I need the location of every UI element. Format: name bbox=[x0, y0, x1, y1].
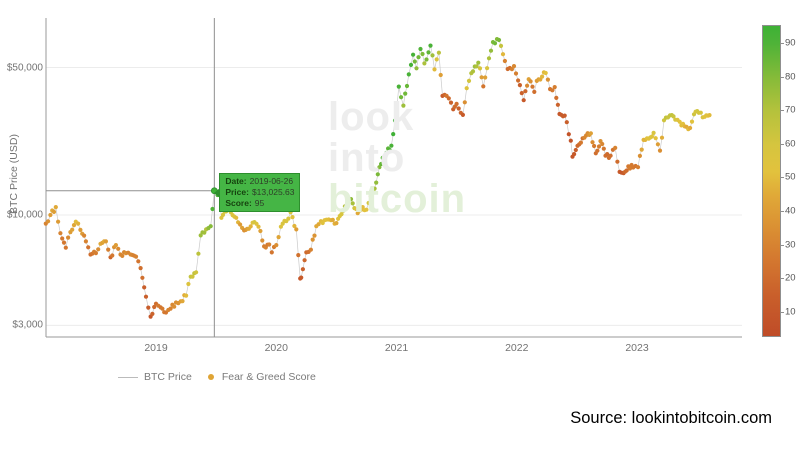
watermark-line-look: look bbox=[328, 95, 415, 139]
tooltip-price-label: Price: bbox=[225, 186, 249, 197]
colorbar-tickmark-50 bbox=[780, 177, 784, 179]
colorbar-tick-70: 70 bbox=[785, 104, 796, 116]
colorbar-tickmark-60 bbox=[780, 143, 784, 145]
y-tick-10000: $10,000 bbox=[6, 209, 43, 221]
colorbar-tickmark-80 bbox=[780, 76, 784, 78]
colorbar-tickmark-10 bbox=[780, 311, 784, 313]
x-tick-2023: 2023 bbox=[625, 342, 649, 354]
btc-price-line-swatch bbox=[118, 376, 138, 378]
legend-item-btc-price[interactable]: BTC Price bbox=[144, 371, 192, 383]
tooltip-score-label: Score: bbox=[225, 197, 252, 208]
chart-tooltip: Date: 2019-06-26 Price: $13,025.63 Score: 9… bbox=[214, 172, 300, 212]
fear-greed-dot-swatch bbox=[207, 374, 214, 380]
tooltip-score-value: 95 bbox=[254, 197, 265, 208]
legend-item-fear-greed-score[interactable]: Fear & Greed Score bbox=[221, 371, 316, 383]
tooltip-date-value: 2019-06-26 bbox=[249, 175, 294, 186]
fear-greed-colorbar bbox=[762, 25, 781, 337]
x-tick-2021: 2021 bbox=[384, 342, 409, 354]
colorbar-tickmark-30 bbox=[780, 244, 784, 246]
colorbar-tick-80: 80 bbox=[785, 71, 796, 83]
colorbar-tick-60: 60 bbox=[785, 138, 796, 150]
lookintobitcoin-watermark: look into bitcoin bbox=[328, 97, 466, 220]
tooltip-arrow bbox=[214, 187, 221, 198]
tooltip-date-label: Date: bbox=[225, 175, 247, 186]
colorbar-tickmark-90 bbox=[780, 43, 784, 45]
axis-lines bbox=[45, 18, 742, 338]
y-tick-50000: $50,000 bbox=[6, 62, 43, 74]
tooltip-date-row: Date: 2019-06-26 bbox=[225, 176, 294, 187]
x-tick-2022: 2022 bbox=[505, 342, 529, 354]
y-tick-3000: $3,000 bbox=[12, 319, 43, 331]
tooltip-price-row: Price: $13,025.63 bbox=[225, 187, 294, 198]
colorbar-tick-90: 90 bbox=[785, 37, 796, 49]
colorbar-tickmark-40 bbox=[780, 211, 784, 212]
colorbar-tick-40: 40 bbox=[785, 205, 796, 217]
tooltip-score-row: Score: 95 bbox=[225, 198, 294, 209]
tooltip-price-value: $13,025.63 bbox=[251, 186, 295, 197]
colorbar-tick-10: 10 bbox=[785, 306, 796, 318]
x-tick-2020: 2020 bbox=[264, 342, 288, 354]
chart-legend: BTC Price Fear & Greed Score bbox=[118, 371, 316, 383]
colorbar-tickmark-20 bbox=[780, 278, 784, 280]
x-tick-2019: 2019 bbox=[144, 342, 168, 354]
source-attribution: Source: lookintobitcoin.com bbox=[570, 409, 772, 427]
colorbar-tickmark-70 bbox=[780, 110, 784, 112]
colorbar-tick-50: 50 bbox=[785, 171, 796, 183]
watermark-line-into: into bbox=[328, 136, 406, 180]
colorbar-tick-20: 20 bbox=[785, 272, 796, 284]
watermark-line-bitcoin: bitcoin bbox=[328, 177, 467, 221]
crosshair-lines bbox=[46, 18, 215, 337]
gridlines bbox=[46, 67, 742, 326]
colorbar-tick-30: 30 bbox=[785, 239, 796, 250]
